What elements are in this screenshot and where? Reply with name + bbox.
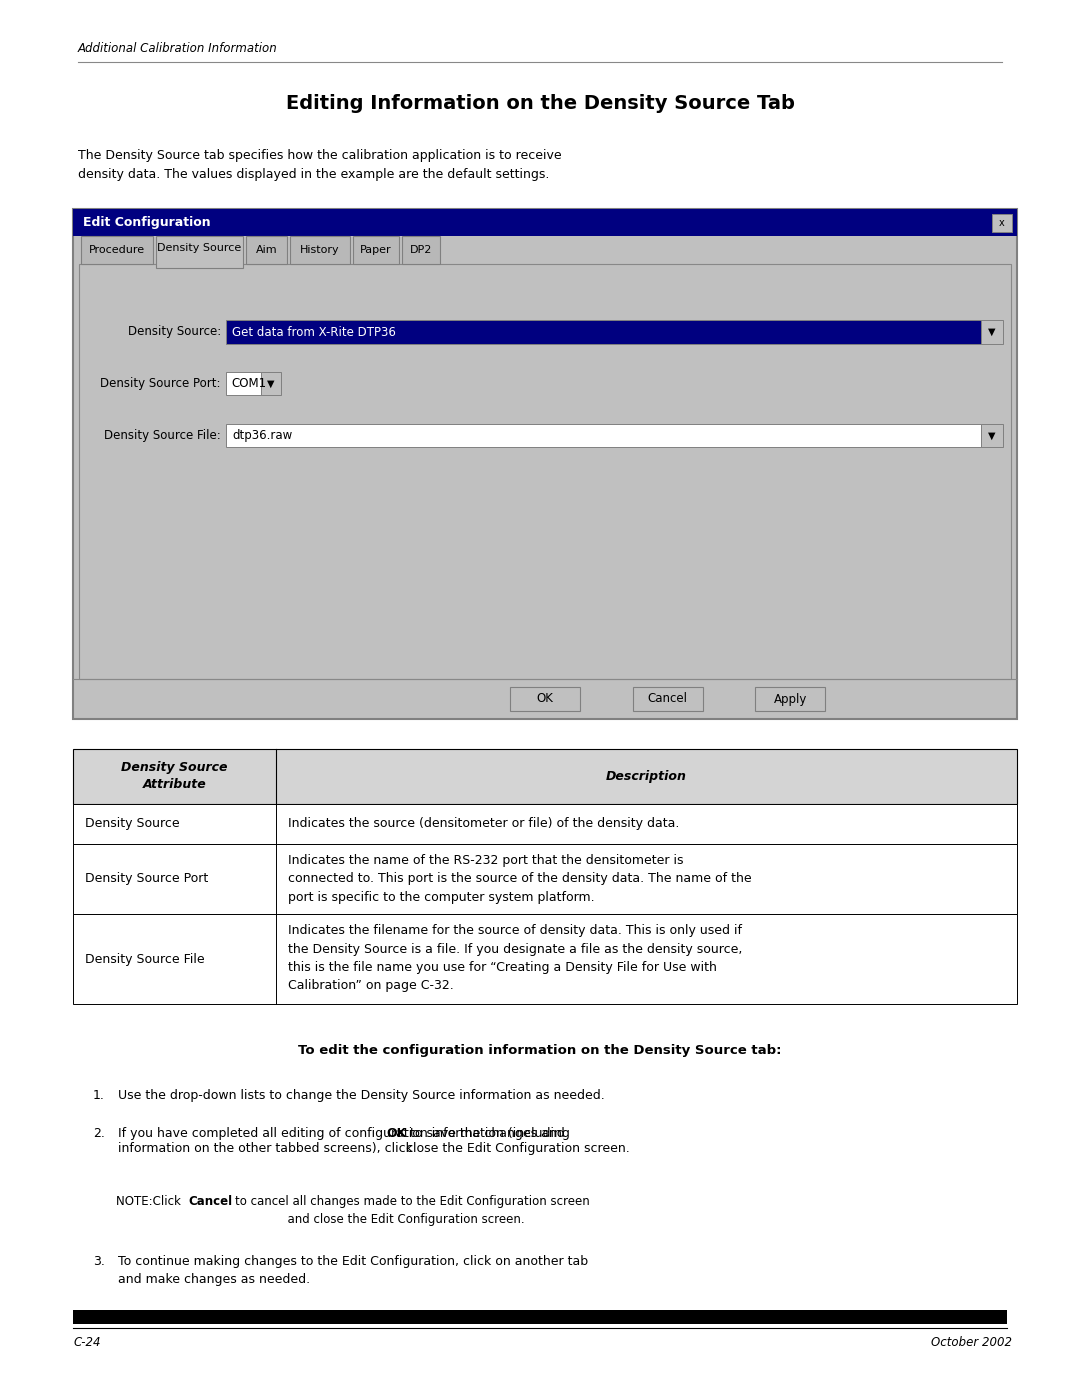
Bar <box>261 373 281 395</box>
Text: Additional Calibration Information: Additional Calibration Information <box>78 42 278 54</box>
Text: Density Source File: Density Source File <box>85 953 204 965</box>
Text: Procedure: Procedure <box>89 244 145 256</box>
Text: Density Source: Density Source <box>85 817 179 830</box>
Bar <box>633 687 703 711</box>
Bar <box>246 236 287 264</box>
Bar <box>156 236 243 268</box>
Text: Density Source:: Density Source: <box>127 326 221 338</box>
Text: OK: OK <box>537 693 553 705</box>
Text: Density Source: Density Source <box>158 243 242 253</box>
Bar <box>73 749 1017 805</box>
Bar <box>73 844 1017 914</box>
Text: to cancel all changes made to the Edit Configuration screen
              and cl: to cancel all changes made to the Edit C… <box>235 1194 590 1227</box>
Text: Density Source Port:: Density Source Port: <box>100 377 221 391</box>
Text: Get data from X-Rite DTP36: Get data from X-Rite DTP36 <box>232 326 396 338</box>
Bar <box>73 210 1017 236</box>
Text: Indicates the source (densitometer or file) of the density data.: Indicates the source (densitometer or fi… <box>288 817 679 830</box>
Bar <box>73 914 1017 1004</box>
Bar <box>226 320 981 344</box>
Bar <box>73 210 1017 719</box>
Text: 3.: 3. <box>93 1255 105 1268</box>
Text: Density Source File:: Density Source File: <box>105 429 221 443</box>
Text: DP2: DP2 <box>409 244 432 256</box>
Text: Density Source
Attribute: Density Source Attribute <box>121 761 228 792</box>
Text: to save the changes and
close the Edit Configuration screen.: to save the changes and close the Edit C… <box>405 1127 630 1155</box>
Text: ▼: ▼ <box>988 327 996 337</box>
Text: Indicates the filename for the source of density data. This is only used if
the : Indicates the filename for the source of… <box>288 923 742 992</box>
Text: To edit the configuration information on the Density Source tab:: To edit the configuration information on… <box>298 1044 782 1058</box>
Bar <box>981 425 1003 447</box>
Text: Cancel: Cancel <box>188 1194 232 1208</box>
Text: Density Source Port: Density Source Port <box>85 873 208 886</box>
Text: Paper: Paper <box>361 244 392 256</box>
Text: ▼: ▼ <box>988 432 996 441</box>
Text: Apply: Apply <box>773 693 807 705</box>
Text: Cancel: Cancel <box>648 693 688 705</box>
Text: ▼: ▼ <box>267 379 274 388</box>
Text: If you have completed all editing of configuration information (including
inform: If you have completed all editing of con… <box>118 1127 570 1155</box>
Bar <box>291 236 350 264</box>
Bar <box>226 425 981 447</box>
Bar <box>81 236 153 264</box>
Text: Editing Information on the Density Source Tab: Editing Information on the Density Sourc… <box>285 94 795 113</box>
Bar <box>79 264 1011 679</box>
Text: The Density Source tab specifies how the calibration application is to receive
d: The Density Source tab specifies how the… <box>78 149 562 182</box>
Text: dtp36.raw: dtp36.raw <box>232 429 293 443</box>
Bar <box>981 320 1003 344</box>
Text: NOTE:Click: NOTE:Click <box>116 1194 185 1208</box>
Text: Use the drop-down lists to change the Density Source information as needed.: Use the drop-down lists to change the De… <box>118 1090 605 1102</box>
Text: To continue making changes to the Edit Configuration, click on another tab
and m: To continue making changes to the Edit C… <box>118 1255 589 1287</box>
Text: x: x <box>999 218 1004 228</box>
Text: 2.: 2. <box>93 1127 105 1140</box>
Text: October 2002: October 2002 <box>931 1336 1012 1350</box>
Bar <box>402 236 440 264</box>
Bar <box>226 373 261 395</box>
Text: OK: OK <box>386 1127 406 1140</box>
Bar <box>73 805 1017 844</box>
Bar <box>73 1310 1007 1324</box>
Text: 1.: 1. <box>93 1090 105 1102</box>
Text: COM1: COM1 <box>231 377 266 391</box>
Bar <box>510 687 580 711</box>
Text: History: History <box>300 244 340 256</box>
Bar <box>353 236 399 264</box>
Text: C-24: C-24 <box>73 1336 100 1350</box>
Text: Edit Configuration: Edit Configuration <box>83 217 211 229</box>
Bar <box>993 214 1012 232</box>
Bar <box>755 687 825 711</box>
Text: Indicates the name of the RS-232 port that the densitometer is
connected to. Thi: Indicates the name of the RS-232 port th… <box>288 854 752 904</box>
Text: Description: Description <box>606 770 687 782</box>
Text: Aim: Aim <box>256 244 278 256</box>
